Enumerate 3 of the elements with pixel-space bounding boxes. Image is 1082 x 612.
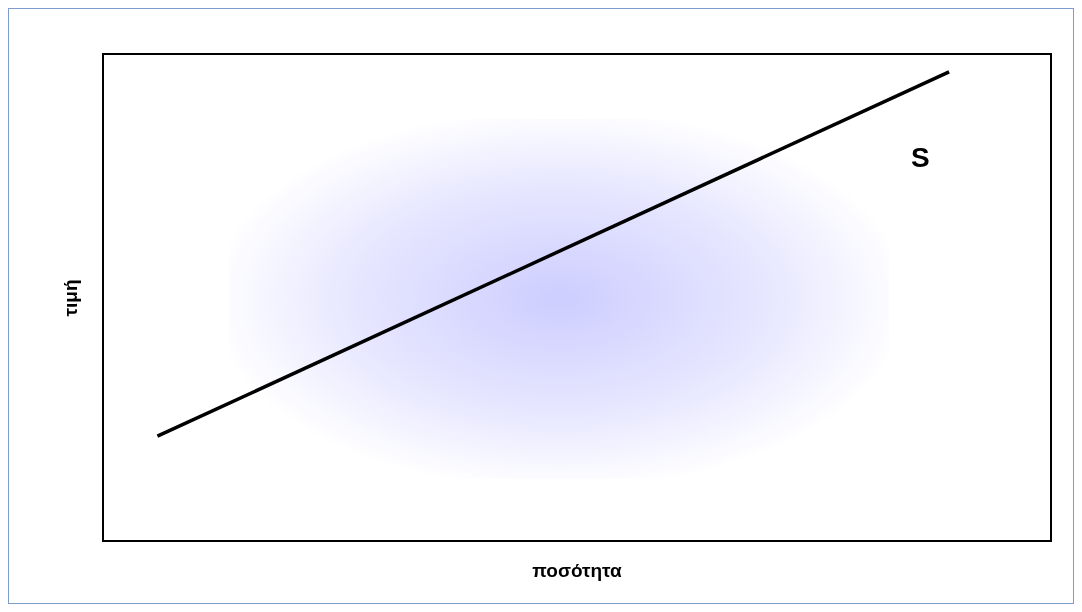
y-axis-title: τιμή <box>60 279 82 316</box>
x-axis-title: ποσότητα <box>531 560 623 582</box>
series-label: S <box>911 141 930 174</box>
